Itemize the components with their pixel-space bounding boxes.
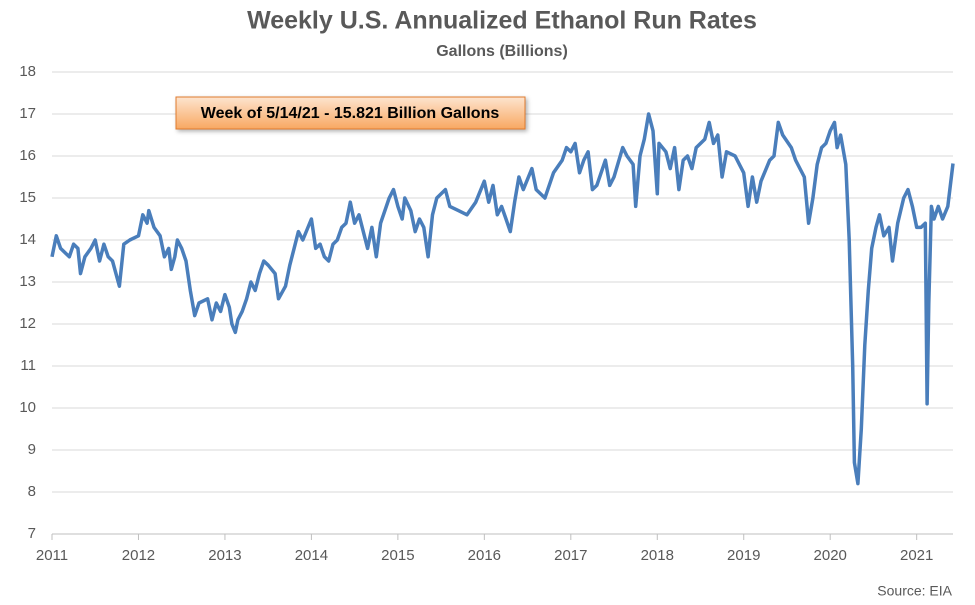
y-tick-label: 12 [19,315,36,332]
x-tick-label: 2013 [208,547,241,564]
y-tick-label: 14 [19,231,36,248]
y-tick-label: 17 [19,105,36,122]
y-tick-label: 18 [19,63,36,80]
plot [50,112,955,486]
x-tick-label: 2014 [295,547,328,564]
y-tick-label: 7 [28,525,36,542]
x-tick-label: 2018 [641,547,674,564]
annotation: Week of 5/14/21 - 15.821 Billion Gallons [201,105,500,122]
source: Source: EIA [877,583,952,599]
y-tick-label: 16 [19,147,36,164]
y-tick-label: 8 [28,483,36,500]
x-tick-label: 2015 [381,547,414,564]
x-tick-label: 2016 [468,547,501,564]
x-tick-label: 2017 [554,547,587,564]
y-tick-label: 13 [19,273,36,290]
chart-subtitle: Gallons (Billions) [436,43,568,60]
grid: 7 8 9 10 11 12 13 14 15 16 17 18 2011 2012 2013 2014 201… [19,63,953,564]
line [50,112,955,486]
x-tick-label: 2019 [727,547,760,564]
x-tick-label: 2011 [36,547,68,564]
annotation-box [175,96,526,130]
x-tick-label: 2021 [900,547,933,564]
x-tick-label: 2020 [814,547,847,564]
x-tick-label: 2012 [122,547,155,564]
y-tick-label: 9 [28,441,36,458]
y-tick-label: 11 [20,357,36,374]
chart-title: Weekly U.S. Annualized Ethanol Run Rates [247,7,757,35]
y-tick-label: 15 [19,189,36,206]
y-tick-label: 10 [19,399,36,416]
